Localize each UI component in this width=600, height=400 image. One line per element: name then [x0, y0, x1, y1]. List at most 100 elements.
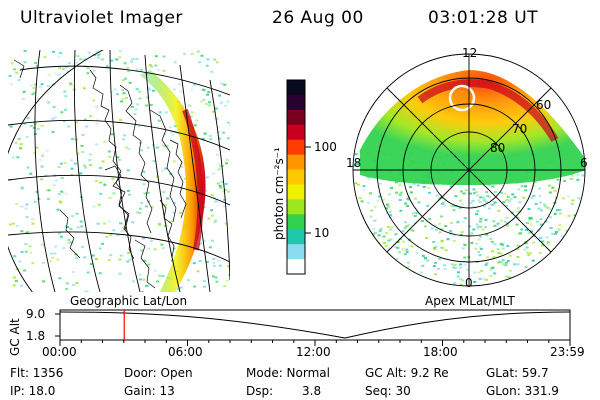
- speckle: [477, 251, 480, 254]
- speckle: [581, 236, 585, 239]
- speckle: [456, 275, 460, 278]
- speckle: [459, 266, 462, 269]
- speckle: [148, 64, 152, 66]
- speckle: [452, 240, 456, 242]
- speckle: [412, 182, 416, 185]
- speckle: [52, 184, 56, 187]
- speckle: [70, 138, 74, 141]
- speckle: [86, 67, 90, 70]
- speckle: [543, 269, 547, 272]
- speckle: [513, 196, 517, 199]
- speckle: [395, 257, 399, 260]
- speckle: [11, 222, 15, 225]
- speckle: [385, 212, 389, 215]
- speckle: [146, 146, 150, 149]
- speckle: [410, 229, 414, 232]
- speckle: [224, 182, 228, 185]
- geo-grid: [8, 50, 230, 292]
- colorbar-cell: [287, 184, 305, 200]
- speckle: [477, 238, 481, 241]
- speckle: [207, 217, 211, 220]
- speckle: [406, 205, 410, 207]
- speckle: [383, 280, 386, 282]
- speckle: [81, 245, 85, 248]
- speckle: [163, 133, 167, 136]
- speckle: [59, 201, 63, 204]
- speckle: [480, 269, 484, 272]
- speckle: [9, 125, 13, 128]
- speckle: [475, 190, 479, 193]
- speckle: [108, 155, 112, 158]
- speckle: [131, 58, 135, 61]
- speckle: [405, 251, 409, 254]
- speckle: [452, 266, 456, 269]
- speckle: [87, 51, 91, 54]
- speckle: [354, 212, 358, 215]
- speckle: [558, 224, 562, 227]
- speckle: [359, 257, 363, 260]
- speckle: [403, 253, 407, 256]
- speckle: [109, 233, 113, 236]
- speckle: [426, 204, 430, 207]
- speckle: [11, 156, 15, 159]
- speckle: [428, 191, 431, 194]
- xtick-label-0600: 06:00: [168, 345, 203, 359]
- speckle: [158, 222, 162, 225]
- speckle: [110, 59, 114, 62]
- speckle: [511, 193, 515, 196]
- speckle: [560, 235, 564, 238]
- speckle: [116, 156, 120, 159]
- speckle: [484, 219, 488, 221]
- speckle: [25, 231, 29, 234]
- speckle: [524, 189, 528, 192]
- colorbar-label-10: 10: [314, 226, 330, 240]
- speckle: [546, 266, 550, 269]
- speckle: [508, 199, 512, 202]
- speckle: [373, 285, 377, 286]
- speckle: [51, 117, 55, 120]
- speckle: [70, 159, 74, 162]
- speckle: [390, 186, 393, 189]
- speckle: [492, 256, 496, 259]
- speckle: [20, 186, 24, 188]
- mlt-label-6: 6: [580, 156, 588, 170]
- speckle: [89, 153, 92, 156]
- speckle: [92, 69, 96, 72]
- speckle: [434, 273, 438, 276]
- speckle: [176, 132, 180, 135]
- speckle: [481, 228, 485, 231]
- speckle: [45, 189, 49, 192]
- speckle: [461, 203, 465, 206]
- speckle: [193, 285, 197, 288]
- speckle: [538, 252, 542, 255]
- speckle: [79, 220, 83, 223]
- speckle: [34, 62, 38, 64]
- speckle: [357, 215, 361, 218]
- speckle: [30, 218, 34, 221]
- speckle: [146, 96, 149, 99]
- speckle: [25, 203, 29, 206]
- speckle: [89, 164, 92, 167]
- speckle: [67, 238, 71, 241]
- speckle: [551, 232, 555, 235]
- speckle: [25, 135, 29, 138]
- speckle: [362, 242, 366, 244]
- speckle: [69, 83, 73, 86]
- speckle: [161, 247, 165, 250]
- speckle: [226, 121, 230, 124]
- speckle: [406, 266, 410, 269]
- speckle: [199, 242, 203, 245]
- speckle: [96, 56, 100, 59]
- speckle: [215, 280, 219, 283]
- speckle: [508, 281, 512, 284]
- speckle: [454, 195, 458, 198]
- speckle: [60, 111, 64, 114]
- speckle: [394, 246, 398, 249]
- speckle: [35, 190, 39, 193]
- speckle: [518, 279, 522, 281]
- speckle: [522, 196, 526, 199]
- speckle: [71, 241, 75, 244]
- speckle: [488, 195, 491, 198]
- speckle: [172, 247, 176, 250]
- speckle: [215, 117, 219, 120]
